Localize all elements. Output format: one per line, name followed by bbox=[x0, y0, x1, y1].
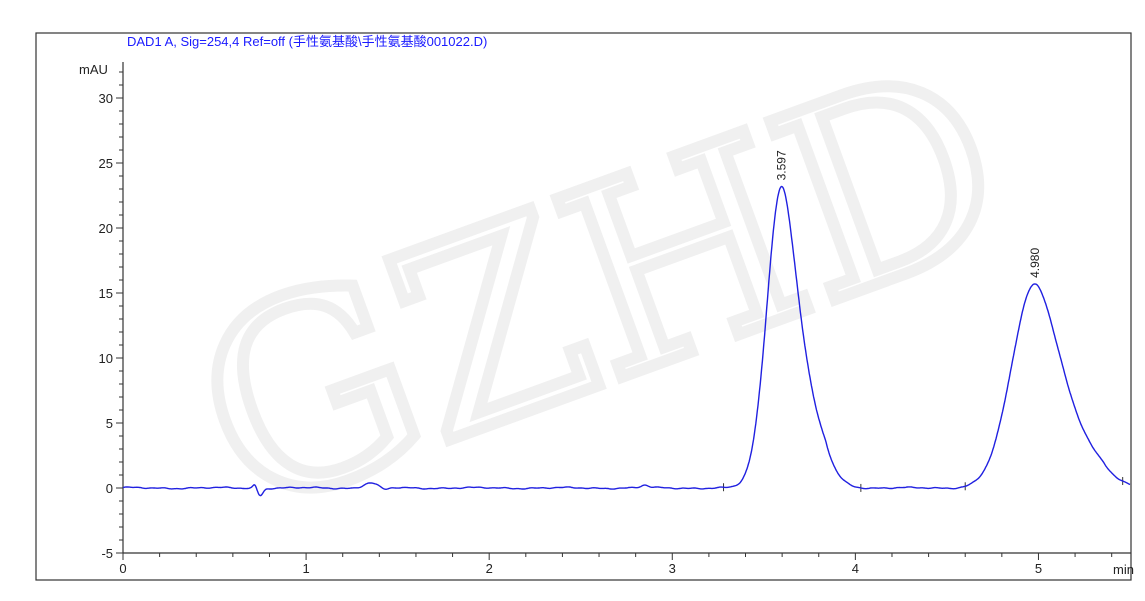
chart-frame bbox=[35, 32, 1132, 581]
x-tick-label: 2 bbox=[486, 561, 493, 576]
x-tick-label: 0 bbox=[119, 561, 126, 576]
chart-title: DAD1 A, Sig=254,4 Ref=off (手性氨基酸\手性氨基酸00… bbox=[127, 34, 487, 49]
y-tick-label: 30 bbox=[99, 91, 113, 106]
x-tick-label: 1 bbox=[302, 561, 309, 576]
y-tick-label: 20 bbox=[99, 221, 113, 236]
y-axis-label: mAU bbox=[79, 62, 108, 77]
y-tick-label: 5 bbox=[106, 416, 113, 431]
x-axis-label: min bbox=[1113, 562, 1134, 577]
y-tick-label: -5 bbox=[101, 546, 113, 561]
y-tick-label: 10 bbox=[99, 351, 113, 366]
x-tick-label: 3 bbox=[669, 561, 676, 576]
y-tick-label: 15 bbox=[99, 286, 113, 301]
peak-label: 3.597 bbox=[775, 150, 789, 180]
y-tick-label: 25 bbox=[99, 156, 113, 171]
x-tick-label: 4 bbox=[852, 561, 859, 576]
y-tick-label: 0 bbox=[106, 481, 113, 496]
x-tick-label: 5 bbox=[1035, 561, 1042, 576]
signal-trace bbox=[122, 185, 1131, 497]
peak-label: 4.980 bbox=[1028, 248, 1042, 278]
